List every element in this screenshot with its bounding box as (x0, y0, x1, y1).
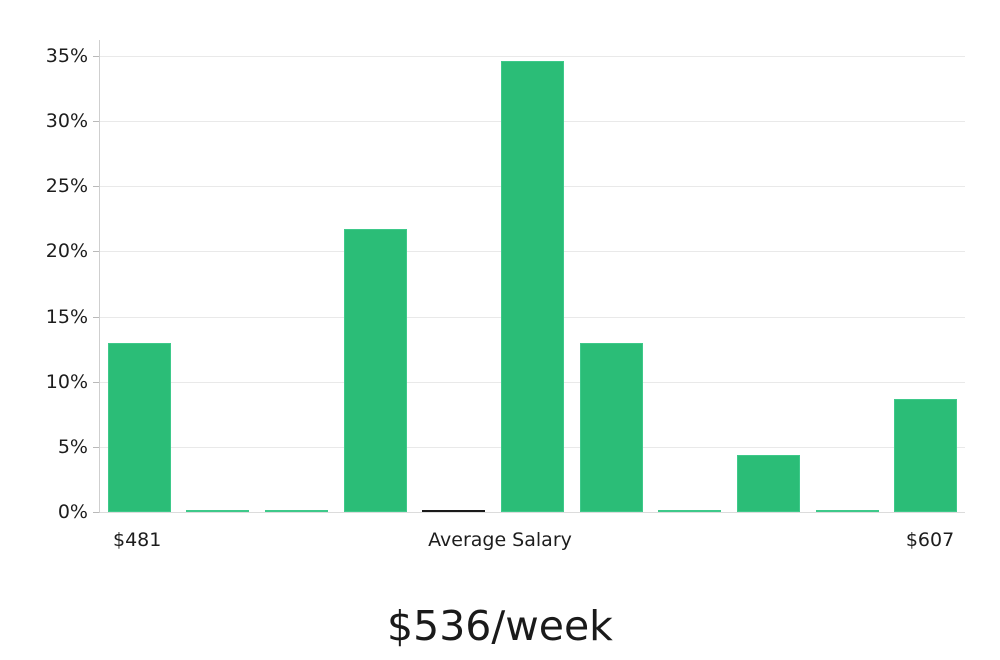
bar (186, 509, 250, 512)
chart-caption: $536/week (387, 602, 613, 650)
bar (265, 509, 329, 512)
bar (422, 509, 486, 512)
plot-area (100, 56, 965, 513)
y-tick-label: 25% (45, 175, 88, 198)
y-tick-label: 30% (45, 110, 88, 133)
y-tick-mark (93, 381, 99, 383)
y-tick-label: 20% (45, 240, 88, 263)
bar (107, 342, 171, 512)
x-axis-title: Average Salary (428, 529, 572, 551)
y-tick-mark (93, 186, 99, 188)
y-tick-label: 15% (45, 305, 88, 328)
y-tick-label: 5% (57, 435, 88, 458)
bar (736, 454, 800, 512)
gridline (100, 512, 965, 513)
x-axis-label-min: $481 (113, 529, 162, 551)
bar (501, 61, 564, 512)
y-tick-mark (93, 251, 99, 253)
x-axis-tick-labels: $481 Average Salary $607 (0, 524, 1000, 558)
y-tick-label: 10% (45, 370, 88, 393)
bar (894, 398, 958, 512)
y-axis-tick-labels: 0% 5% 10% 15% 20% 25% 30% 35% (0, 0, 88, 660)
bars-group (100, 56, 965, 512)
bar (343, 229, 407, 512)
y-tick-mark (93, 316, 99, 318)
x-axis-label-max: $607 (905, 529, 955, 551)
y-tick-mark (93, 512, 99, 513)
y-tick-mark (93, 121, 99, 123)
gridline (100, 56, 965, 57)
y-tick-mark (93, 446, 99, 448)
bar (579, 342, 643, 512)
y-tick-mark (93, 56, 99, 57)
y-axis-line (99, 40, 100, 513)
y-tick-label: 0% (57, 501, 88, 523)
bar (658, 509, 722, 512)
bar (815, 509, 879, 512)
y-tick-label: 35% (45, 45, 88, 67)
